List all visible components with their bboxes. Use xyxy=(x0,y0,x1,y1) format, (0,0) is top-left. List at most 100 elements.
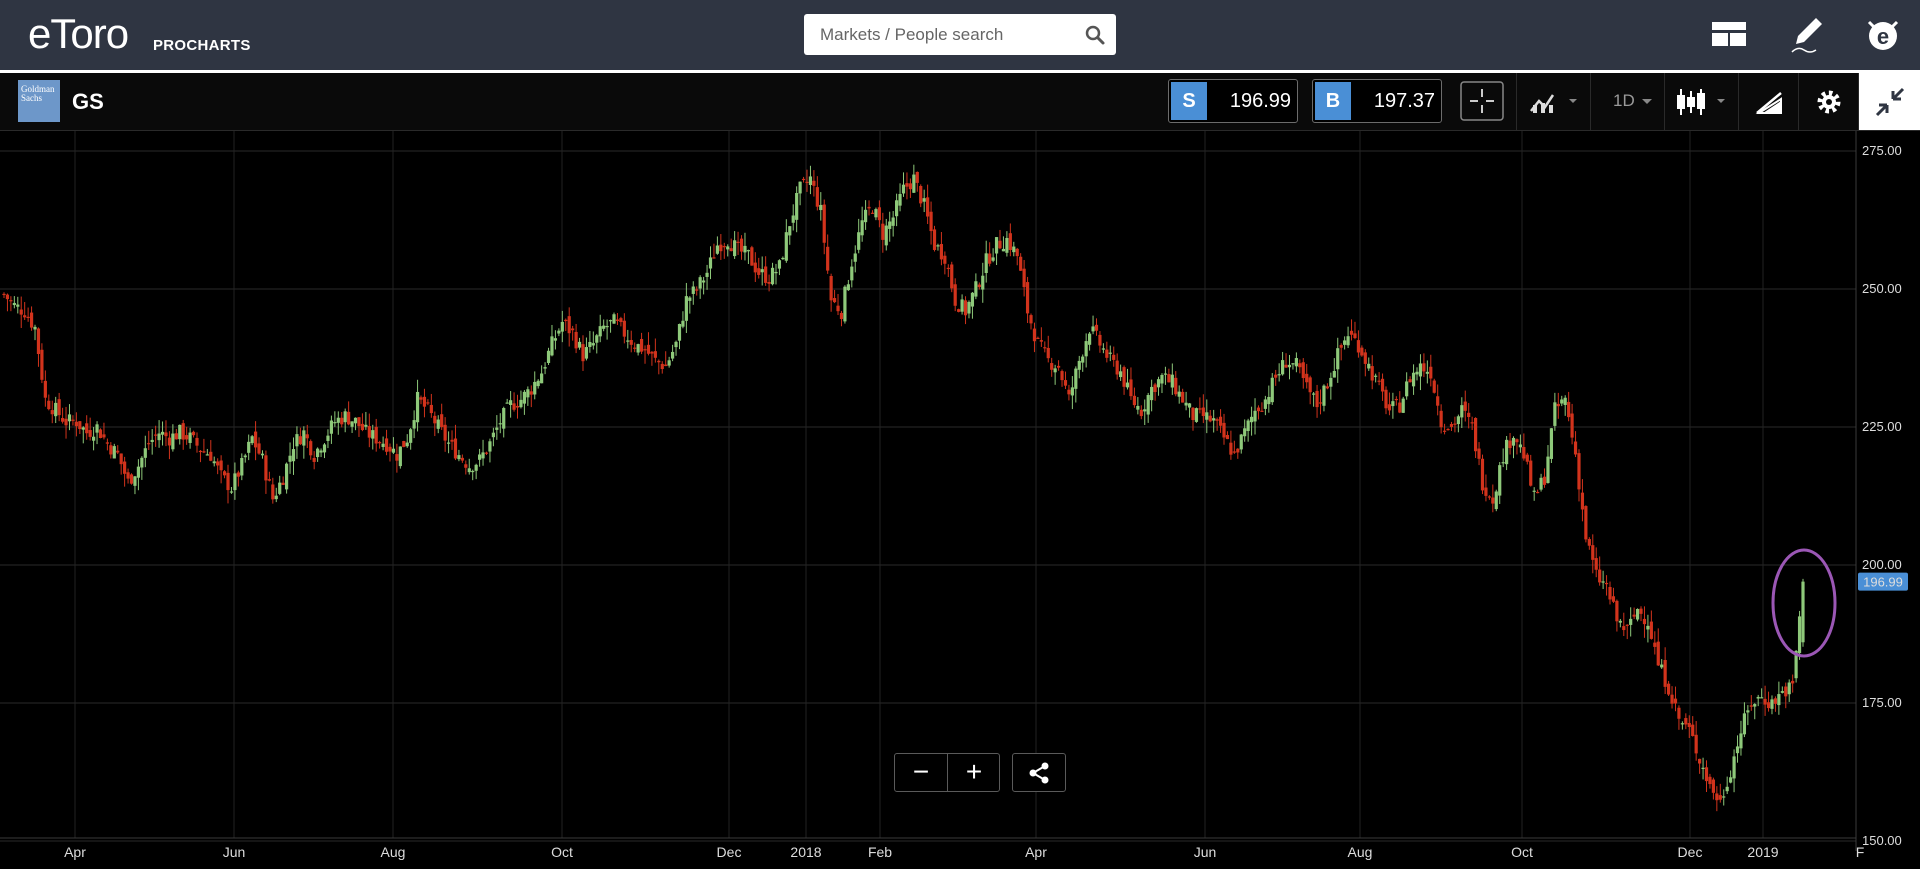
candle xyxy=(123,456,127,487)
buy-button[interactable]: B 197.37 xyxy=(1312,79,1442,123)
chart-type-button[interactable] xyxy=(1664,73,1738,130)
candle xyxy=(302,426,306,459)
instrument-symbol[interactable]: GS xyxy=(72,89,104,114)
candle xyxy=(181,419,185,450)
candle xyxy=(622,313,626,344)
candle xyxy=(729,238,733,252)
candle xyxy=(1336,337,1340,383)
candle xyxy=(795,186,799,233)
candlestick-icon xyxy=(1677,89,1725,115)
collapse-button[interactable] xyxy=(1858,73,1920,130)
candle xyxy=(419,395,423,405)
candle xyxy=(1363,349,1367,377)
candle xyxy=(1167,368,1171,383)
indicators-button[interactable] xyxy=(1516,73,1590,130)
candle xyxy=(1449,421,1454,431)
search-icon[interactable] xyxy=(1084,24,1106,46)
candle xyxy=(281,476,285,486)
profile-icon[interactable]: e xyxy=(1863,14,1903,54)
candle xyxy=(1756,694,1760,707)
candle xyxy=(1005,231,1009,257)
candle xyxy=(1618,618,1622,628)
search-input[interactable] xyxy=(818,22,1072,48)
price-axis: 275.00 250.00 225.00 200.00 175.00 150.00 xyxy=(1862,143,1902,848)
candle xyxy=(374,418,378,452)
candle xyxy=(853,245,857,273)
candle xyxy=(708,246,713,280)
candle xyxy=(9,296,13,312)
last-price-badge xyxy=(1858,572,1908,591)
candle xyxy=(750,245,754,266)
candle xyxy=(360,413,365,432)
settings-button[interactable] xyxy=(1798,73,1858,130)
candle xyxy=(774,263,778,285)
candle xyxy=(412,410,416,439)
candle xyxy=(898,183,902,212)
candle xyxy=(1243,419,1247,442)
sell-button[interactable]: S 196.99 xyxy=(1168,79,1298,123)
candle xyxy=(171,424,175,452)
candle xyxy=(819,192,823,221)
candle xyxy=(1112,346,1116,367)
candle xyxy=(1567,391,1571,422)
candle xyxy=(64,406,68,439)
candle xyxy=(164,420,168,447)
candle xyxy=(340,411,344,428)
candle xyxy=(60,407,65,424)
zoom-in-button[interactable]: + xyxy=(965,756,983,787)
collapse-icon xyxy=(1875,87,1905,117)
chart-toolbar: Goldman Sachs GS S 196.99 B 197.37 1D xyxy=(0,73,1920,131)
share-button[interactable] xyxy=(1012,753,1066,792)
candle xyxy=(1088,332,1092,351)
y-tick-label: 225.00 xyxy=(1862,419,1902,434)
candle xyxy=(74,412,78,437)
candle xyxy=(505,398,509,404)
search-box[interactable] xyxy=(804,14,1116,55)
candle xyxy=(1773,696,1778,712)
x-tick-label: Oct xyxy=(1511,844,1533,860)
pencil-icon[interactable] xyxy=(1788,14,1828,54)
candle xyxy=(1577,449,1581,502)
candle xyxy=(963,296,968,325)
x-tick-label: Apr xyxy=(1025,844,1047,860)
candle xyxy=(250,435,254,446)
candle xyxy=(1753,703,1757,720)
drawing-tools-button[interactable] xyxy=(1738,73,1798,130)
candle xyxy=(1622,612,1626,636)
candle xyxy=(1487,495,1491,500)
header-divider xyxy=(0,70,1920,73)
candle xyxy=(550,324,554,357)
crosshair-button[interactable] xyxy=(1448,73,1516,130)
layout-icon[interactable] xyxy=(1709,14,1749,54)
candle xyxy=(1680,721,1684,730)
candle xyxy=(257,437,261,455)
candle xyxy=(1198,397,1202,414)
timeframe-button[interactable]: 1D xyxy=(1590,73,1664,130)
candle xyxy=(1584,505,1588,543)
candle xyxy=(1153,382,1157,401)
candle xyxy=(967,300,971,319)
candle xyxy=(502,406,506,438)
candle xyxy=(1766,691,1771,712)
candle xyxy=(1701,757,1705,780)
candle xyxy=(1274,369,1278,386)
candle xyxy=(1318,389,1323,415)
candle xyxy=(191,430,196,438)
candle xyxy=(1467,403,1471,429)
candle xyxy=(1656,628,1660,666)
sell-price: 196.99 xyxy=(1229,90,1291,112)
candle xyxy=(1698,758,1702,774)
zoom-out-button[interactable]: − xyxy=(895,754,948,791)
price-chart[interactable]: 275.00 250.00 225.00 200.00 175.00 150.00 Apr… xyxy=(0,131,1920,869)
x-tick-label: Apr xyxy=(64,844,86,860)
candle xyxy=(1684,713,1688,730)
etoro-logo[interactable]: eToro xyxy=(28,10,129,57)
candle xyxy=(553,330,558,350)
instrument-logo: Goldman Sachs xyxy=(18,80,60,122)
candle xyxy=(1439,404,1443,434)
candle xyxy=(157,420,161,448)
candle xyxy=(1432,378,1436,394)
candle xyxy=(1505,436,1509,471)
candle xyxy=(1205,399,1209,434)
candle xyxy=(109,442,113,459)
